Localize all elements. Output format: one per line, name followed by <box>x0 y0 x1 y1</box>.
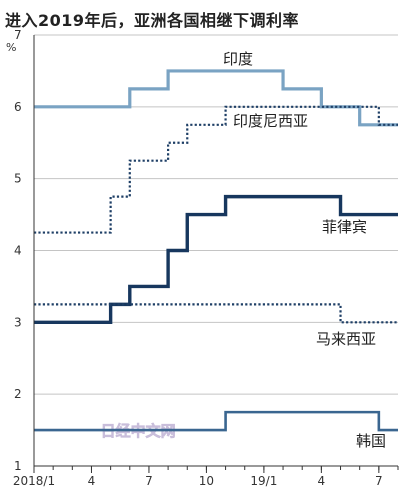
y-tick-label: 1 <box>14 459 22 473</box>
series-label: 菲律宾 <box>322 218 367 236</box>
x-tick-label: 7 <box>375 474 383 488</box>
axes: 1 2 3 4 5 6 7% 2018/1 4 7 10 19/1 4 7 <box>6 28 399 488</box>
series-line-印度尼西亚 <box>34 105 398 234</box>
series-label: 印度 <box>223 50 253 68</box>
y-tick-label: 5 <box>14 172 22 186</box>
series-line-印度 <box>34 69 398 127</box>
series-line-马来西亚 <box>34 303 398 324</box>
y-tick-label: 6 <box>14 100 22 114</box>
series-label: 韩国 <box>356 432 386 450</box>
x-tick-label: 7 <box>145 474 153 488</box>
series-layer <box>34 69 398 432</box>
x-tick-label: 10 <box>199 474 214 488</box>
y-tick-label: 4 <box>14 244 22 258</box>
series-label: 印度尼西亚 <box>233 112 308 130</box>
series-label: 马来西亚 <box>316 330 376 348</box>
x-tick-label: 4 <box>318 474 326 488</box>
series-line-韩国 <box>34 410 398 432</box>
chart-title: 进入2019年后，亚洲各国相继下调利率 <box>5 11 300 30</box>
x-tick-label: 4 <box>88 474 96 488</box>
y-tick-label: 2 <box>14 387 22 401</box>
y-unit-label: % <box>6 41 16 54</box>
y-tick-label: 3 <box>14 315 22 329</box>
x-tick-label: 2018/1 <box>13 474 55 488</box>
x-tick-label: 19/1 <box>250 474 277 488</box>
y-tick-label: 7 <box>14 28 22 42</box>
